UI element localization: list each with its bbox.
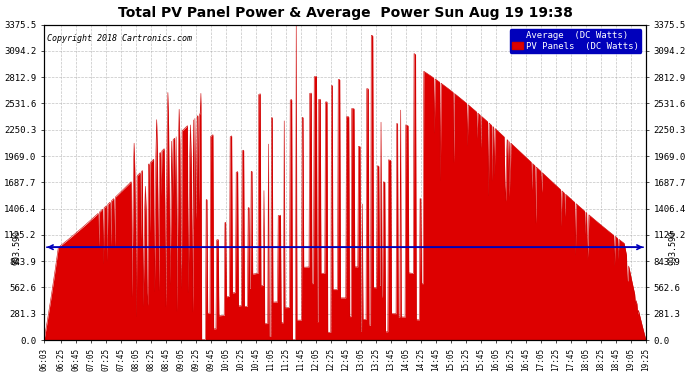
Text: Total PV Panel Power & Average  Power Sun Aug 19 19:38: Total PV Panel Power & Average Power Sun… <box>117 6 573 20</box>
Text: Copyright 2018 Cartronics.com: Copyright 2018 Cartronics.com <box>47 34 192 43</box>
Text: 993.590: 993.590 <box>669 230 678 265</box>
Legend: Average  (DC Watts), PV Panels  (DC Watts): Average (DC Watts), PV Panels (DC Watts) <box>510 29 642 53</box>
Text: 993.590: 993.590 <box>12 230 21 265</box>
